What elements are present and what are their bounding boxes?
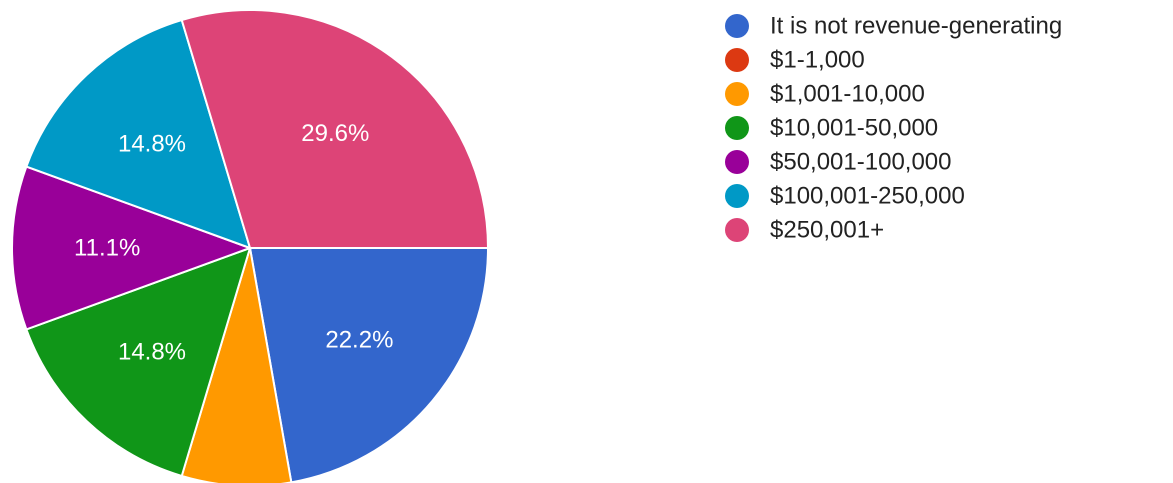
legend-item-250-001: $250,001+ <box>725 217 884 244</box>
legend-swatch <box>725 82 749 106</box>
legend-swatch <box>725 14 749 38</box>
pie-slice-label-10-001-50-000: 14.8% <box>118 338 186 365</box>
pie-slice-label-it-is-not-revenue-generating: 22.2% <box>325 326 393 353</box>
pie-slice-labels: 22.2% 14.8% 11.1% 14.8% 29.6% <box>74 120 393 365</box>
pie-slice-label-100-001-250-000: 14.8% <box>118 131 186 158</box>
pie-slice-100-001-250-000 <box>25 18 252 250</box>
legend-swatch <box>725 218 749 242</box>
legend-label: $250,001+ <box>770 217 884 244</box>
legend-label: $10,001-50,000 <box>770 115 938 142</box>
legend-item-it-is-not-revenue-generating: It is not revenue-generating <box>725 13 1062 40</box>
pie-slice-label-250-001: 29.6% <box>301 120 369 147</box>
legend-label: $100,001-250,000 <box>770 183 965 210</box>
legend-item-1-1-000: $1-1,000 <box>725 47 865 74</box>
legend-label: It is not revenue-generating <box>770 13 1062 40</box>
legend-swatch <box>725 150 749 174</box>
pie-slice-label-50-001-100-000: 11.1% <box>74 235 140 262</box>
pie-slice-10-001-50-000 <box>25 246 252 478</box>
legend-label: $1,001-10,000 <box>770 81 925 108</box>
legend-label: $1-1,000 <box>770 47 865 74</box>
legend-swatch <box>725 116 749 140</box>
chart-legend: It is not revenue-generating $1-1,000 $1,0… <box>725 13 1062 244</box>
legend-swatch <box>725 48 749 72</box>
pie-slice-250-001 <box>180 9 490 249</box>
pie-slices <box>11 9 490 483</box>
legend-item-10-001-50-000: $10,001-50,000 <box>725 115 938 142</box>
legend-item-1-001-10-000: $1,001-10,000 <box>725 81 925 108</box>
legend-swatch <box>725 184 749 208</box>
legend-item-100-001-250-000: $100,001-250,000 <box>725 183 965 210</box>
legend-label: $50,001-100,000 <box>770 149 952 176</box>
legend-item-50-001-100-000: $50,001-100,000 <box>725 149 952 176</box>
pie-slice-it-is-not-revenue-generating <box>248 247 490 483</box>
pie-slice-50-001-100-000 <box>11 165 253 331</box>
